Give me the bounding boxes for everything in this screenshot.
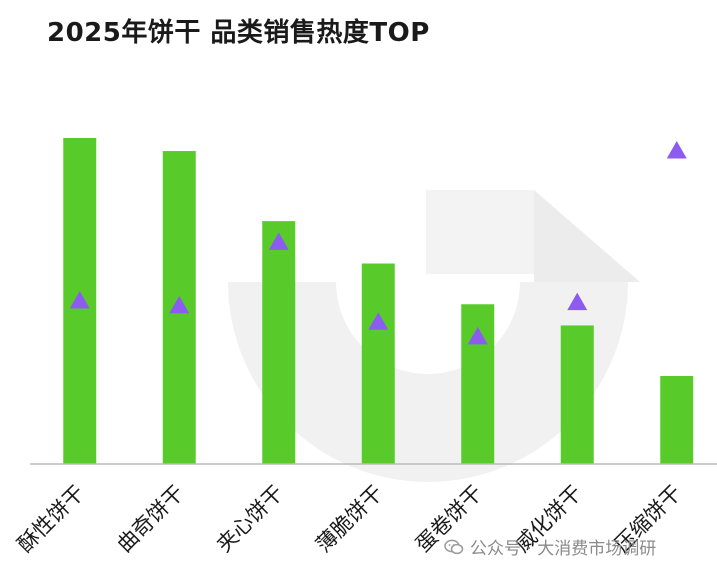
background-logo-wedge xyxy=(534,190,640,282)
background-logo-block xyxy=(426,190,534,274)
x-tick-label: 酥性饼干 xyxy=(13,481,89,557)
x-tick-label: 薄脆饼干 xyxy=(311,481,387,557)
triangle-marker xyxy=(268,232,289,250)
x-tick-label: 曲奇饼干 xyxy=(112,481,188,557)
triangle-marker xyxy=(69,291,90,309)
bar xyxy=(560,325,594,464)
background-logo-arc xyxy=(228,282,628,482)
bar xyxy=(262,221,296,464)
triangle-marker xyxy=(467,326,488,345)
triangle-marker xyxy=(368,312,389,330)
triangle-marker xyxy=(169,295,190,314)
bar xyxy=(660,375,694,464)
bar xyxy=(361,263,395,464)
watermark: 公众号 · 大消费市场调研 xyxy=(444,534,656,559)
x-tick-label: 夹心饼干 xyxy=(212,481,288,557)
triangle-marker xyxy=(666,141,687,159)
watermark-text: 公众号 · 大消费市场调研 xyxy=(470,539,657,559)
background-logo xyxy=(228,190,640,482)
wechat-icon xyxy=(444,539,464,555)
triangle-marker xyxy=(567,292,588,311)
chart-title: 2025年饼干 品类销售热度TOP xyxy=(47,18,430,48)
marker-series xyxy=(69,141,687,345)
